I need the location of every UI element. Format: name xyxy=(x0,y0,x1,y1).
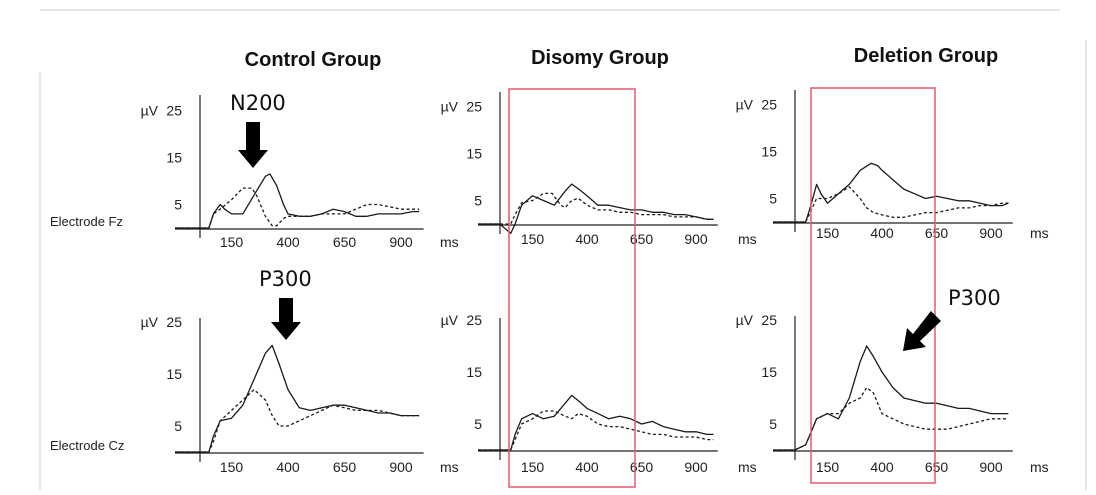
panel-control-group-cz: 5 15 25 µV 150 400 650 900 ms xyxy=(141,314,459,475)
y-tick-label: 25 xyxy=(466,99,482,115)
x-tick-label: 150 xyxy=(816,225,840,241)
y-unit-label: µV xyxy=(736,312,754,328)
x-tick-label: 900 xyxy=(389,459,413,475)
n200-arrow xyxy=(238,122,268,168)
y-tick-label: 5 xyxy=(769,191,777,207)
n200-label: N200 xyxy=(230,91,286,115)
x-tick-label: 400 xyxy=(276,234,300,250)
x-unit-label: ms xyxy=(738,459,757,475)
series-line-dashed xyxy=(773,186,1009,223)
p300-control-label: P300 xyxy=(259,267,312,291)
electrode-label-cz: Electrode Cz xyxy=(50,438,124,453)
x-tick-label: 400 xyxy=(575,459,599,475)
series-line-dashed xyxy=(773,386,1009,451)
x-tick-label: 650 xyxy=(630,231,654,247)
x-unit-label: ms xyxy=(440,234,459,250)
p300-control-annotation: P300 xyxy=(259,267,312,340)
x-tick-label: 650 xyxy=(333,234,357,250)
y-unit-label: µV xyxy=(441,312,459,328)
y-tick-label: 15 xyxy=(166,150,182,166)
group-title-control: Control Group xyxy=(245,49,382,71)
highlight-box-disomy xyxy=(508,88,636,488)
x-tick-label: 900 xyxy=(684,459,708,475)
electrode-label-fz: Electrode Fz xyxy=(50,214,123,229)
x-unit-label: ms xyxy=(440,459,459,475)
panel-deletion-group-cz: 5 15 25 µV 150 400 650 900 ms xyxy=(736,312,1049,475)
group-title-disomy: Disomy Group xyxy=(531,47,669,69)
x-tick-label: 150 xyxy=(220,234,244,250)
series-line-dashed xyxy=(478,410,714,451)
x-tick-label: 650 xyxy=(925,225,949,241)
y-tick-label: 15 xyxy=(466,364,482,380)
x-tick-label: 400 xyxy=(870,459,894,475)
panel-disomy-group-cz: 5 15 25 µV 150 400 650 900 ms xyxy=(441,312,757,475)
panel-disomy-group-fz: 5 15 25 µV 150 400 650 900 ms xyxy=(441,92,757,247)
p300-deletion-annotation: P300 xyxy=(903,286,1001,351)
p300-control-arrow xyxy=(271,298,301,340)
group-title-deletion: Deletion Group xyxy=(854,45,998,67)
x-tick-label: 900 xyxy=(389,234,413,250)
panel-control-group-fz: 5 15 25 µV 150 400 650 900 ms xyxy=(141,95,459,250)
y-tick-label: 5 xyxy=(474,193,482,209)
series-line-solid xyxy=(478,183,714,235)
x-tick-label: 900 xyxy=(979,225,1003,241)
series-line-dashed xyxy=(175,388,420,453)
y-tick-label: 25 xyxy=(761,97,777,113)
y-tick-label: 5 xyxy=(174,197,182,213)
series-line-solid xyxy=(478,394,714,451)
y-tick-label: 15 xyxy=(761,144,777,160)
panel-deletion-group-fz: 5 15 25 µV 150 400 650 900 ms xyxy=(736,90,1049,241)
n200-annotation: N200 xyxy=(230,91,286,168)
series-line-solid xyxy=(773,162,1009,223)
x-tick-label: 150 xyxy=(220,459,244,475)
x-tick-label: 400 xyxy=(870,225,894,241)
y-tick-label: 25 xyxy=(761,312,777,328)
x-unit-label: ms xyxy=(1030,225,1049,241)
y-tick-label: 25 xyxy=(466,312,482,328)
x-tick-label: 150 xyxy=(816,459,840,475)
x-tick-label: 150 xyxy=(521,231,545,247)
y-tick-label: 15 xyxy=(466,146,482,162)
y-unit-label: µV xyxy=(141,314,159,330)
x-tick-label: 650 xyxy=(925,459,949,475)
x-tick-label: 150 xyxy=(521,459,545,475)
y-tick-label: 5 xyxy=(474,416,482,432)
series-line-dashed xyxy=(175,187,420,229)
y-tick-label: 15 xyxy=(761,364,777,380)
y-tick-label: 5 xyxy=(174,418,182,434)
x-tick-label: 650 xyxy=(333,459,357,475)
series-line-dashed xyxy=(478,192,714,225)
series-line-solid xyxy=(175,173,420,229)
series-line-solid xyxy=(773,345,1009,451)
p300-deletion-label: P300 xyxy=(948,286,1001,310)
y-unit-label: µV xyxy=(736,97,754,113)
p300-deletion-arrow xyxy=(903,311,941,351)
y-tick-label: 5 xyxy=(769,416,777,432)
x-tick-label: 900 xyxy=(684,231,708,247)
x-tick-label: 400 xyxy=(575,231,599,247)
y-unit-label: µV xyxy=(441,99,459,115)
x-unit-label: ms xyxy=(738,231,757,247)
y-tick-label: 25 xyxy=(166,103,182,119)
x-unit-label: ms xyxy=(1030,459,1049,475)
y-tick-label: 15 xyxy=(166,366,182,382)
y-unit-label: µV xyxy=(141,103,159,119)
y-tick-label: 25 xyxy=(166,314,182,330)
x-tick-label: 400 xyxy=(276,459,300,475)
series-line-solid xyxy=(175,344,420,453)
x-tick-label: 900 xyxy=(979,459,1003,475)
highlight-box-deletion xyxy=(810,87,936,484)
x-tick-label: 650 xyxy=(630,459,654,475)
